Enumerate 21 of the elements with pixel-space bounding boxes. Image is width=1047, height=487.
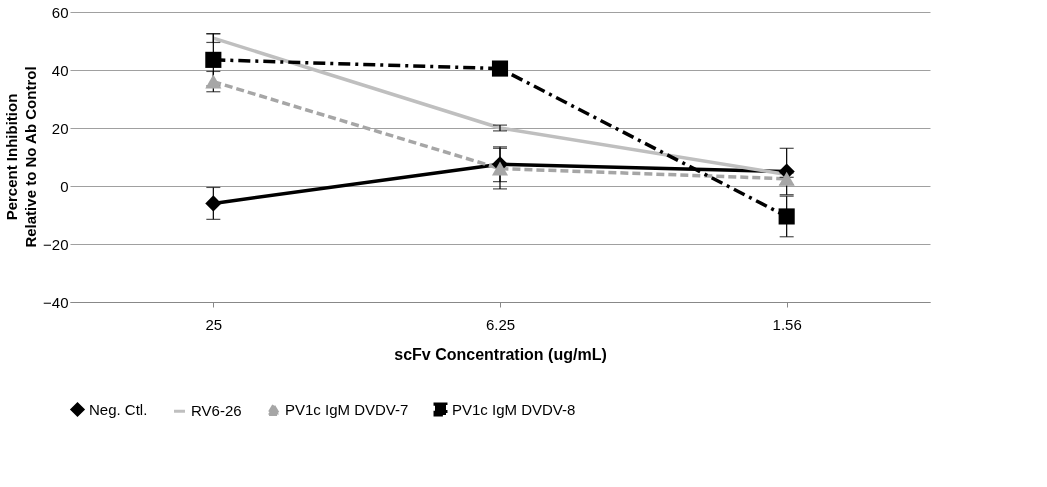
legend-label: RV6-26 [191,402,242,420]
point [778,208,795,225]
y-tick-label: 20 [51,119,69,137]
point [205,51,222,68]
y-tick-label: −40 [43,293,69,311]
point [205,195,222,212]
y-tick-label: 0 [60,177,69,195]
point [491,161,509,176]
legend-label: PV1c IgM DVDV-7 [285,400,409,418]
point [491,60,509,77]
point [205,74,222,89]
legend-label: Neg. Ctl. [89,400,148,418]
y-axis-title: Percent Inhibition Relative to No Ab Control [3,66,39,248]
y-tick-label: −20 [43,235,69,253]
x-tick-label: 25 [205,315,223,333]
y-tick-label: 40 [51,61,69,79]
x-axis-title: scFv Concentration (ug/mL) [394,345,607,363]
x-tick-label: 6.25 [485,315,516,333]
y-tick-label: 60 [51,3,69,21]
legend-label: PV1c IgM DVDV-8 [452,400,576,418]
x-tick-label: 1.56 [772,315,802,333]
